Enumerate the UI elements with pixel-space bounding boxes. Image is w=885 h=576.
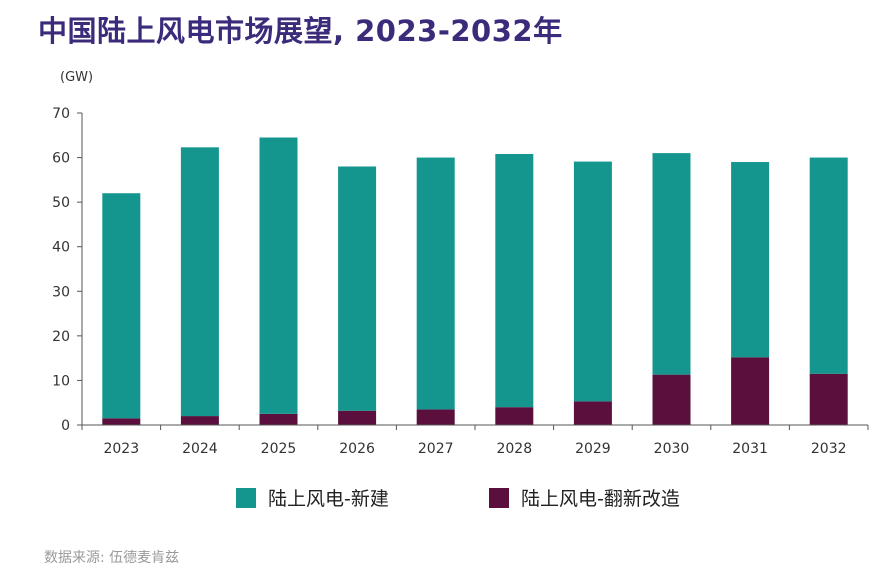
bar-new-build-2025 bbox=[259, 137, 298, 414]
x-axis: 2023 2024 2025 2026 2027 2028 2029 2030 2031 2032 bbox=[81, 424, 869, 457]
bar-new-build-2023 bbox=[102, 193, 141, 419]
x-tick-label: 2032 bbox=[811, 441, 847, 457]
data-source: 数据来源: 伍德麦肯兹 bbox=[44, 550, 180, 566]
bars bbox=[102, 137, 848, 425]
legend-label-repowering: 陆上风电-翻新改造 bbox=[521, 488, 680, 510]
legend-label-new-build: 陆上风电-新建 bbox=[268, 488, 389, 510]
legend-swatch-new-build bbox=[236, 487, 256, 508]
chart-title: 中国陆上风电市场展望, 2023-2032年 bbox=[38, 14, 563, 48]
legend: 陆上风电-新建 陆上风电-翻新改造 bbox=[0, 484, 885, 514]
bar-repowering-2029 bbox=[573, 401, 612, 425]
bar-repowering-2028 bbox=[495, 407, 534, 425]
y-tick-label: 40 bbox=[52, 240, 70, 256]
y-tick-label: 0 bbox=[61, 418, 70, 434]
bar-new-build-2031 bbox=[731, 162, 770, 358]
bar-repowering-2030 bbox=[652, 374, 691, 425]
bar-repowering-2032 bbox=[809, 373, 848, 425]
x-tick-label: 2025 bbox=[261, 441, 297, 457]
x-tick-label: 2028 bbox=[496, 441, 532, 457]
x-tick-label: 2029 bbox=[575, 441, 611, 457]
bar-new-build-2028 bbox=[495, 154, 534, 408]
y-tick-label: 70 bbox=[52, 106, 70, 122]
y-axis: 0 10 20 30 40 50 60 70 bbox=[52, 106, 83, 434]
y-axis-unit-label: (GW) bbox=[60, 70, 94, 85]
y-tick-label: 20 bbox=[52, 329, 70, 345]
x-tick-label: 2023 bbox=[103, 441, 139, 457]
bar-new-build-2026 bbox=[338, 166, 377, 411]
bar-new-build-2029 bbox=[573, 161, 612, 402]
x-tick-label: 2027 bbox=[418, 441, 454, 457]
y-tick-label: 30 bbox=[52, 284, 70, 300]
bar-new-build-2027 bbox=[416, 157, 455, 410]
bar-repowering-2027 bbox=[416, 409, 455, 425]
bar-repowering-2024 bbox=[180, 416, 219, 425]
x-tick-label: 2030 bbox=[654, 441, 690, 457]
x-tick-label: 2031 bbox=[732, 441, 768, 457]
bar-new-build-2032 bbox=[809, 157, 848, 374]
y-tick-label: 50 bbox=[52, 195, 70, 211]
bar-repowering-2031 bbox=[731, 357, 770, 425]
y-tick-label: 10 bbox=[52, 373, 70, 389]
bar-new-build-2024 bbox=[180, 147, 219, 417]
bar-repowering-2023 bbox=[102, 418, 141, 425]
x-tick-label: 2024 bbox=[182, 441, 218, 457]
bar-new-build-2030 bbox=[652, 153, 691, 375]
x-tick-label: 2026 bbox=[339, 441, 375, 457]
legend-item-repowering: 陆上风电-翻新改造 bbox=[489, 484, 680, 511]
y-tick-label: 60 bbox=[52, 151, 70, 167]
bar-repowering-2025 bbox=[259, 413, 298, 425]
legend-swatch-repowering bbox=[489, 487, 509, 508]
legend-item-new-build: 陆上风电-新建 bbox=[236, 484, 389, 511]
bar-repowering-2026 bbox=[338, 410, 377, 425]
